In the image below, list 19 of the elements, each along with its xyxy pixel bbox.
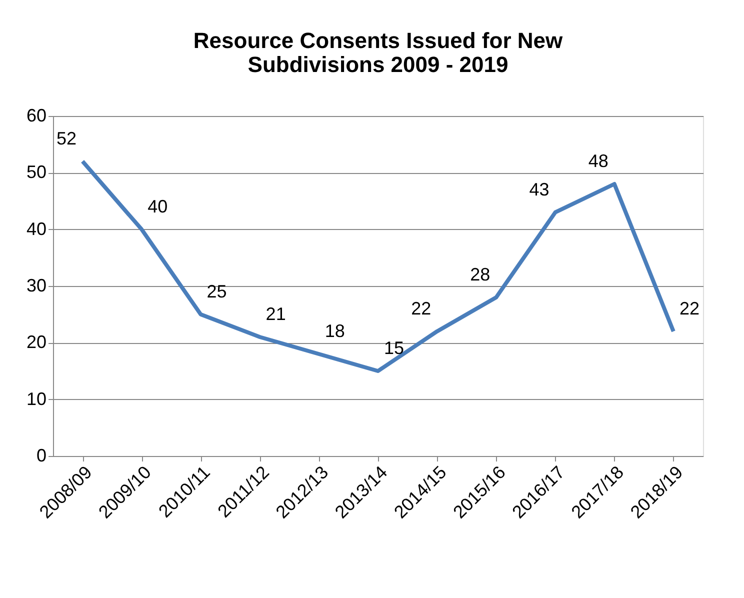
data-label: 40 bbox=[148, 196, 168, 216]
data-label: 22 bbox=[679, 298, 700, 318]
data-label: 15 bbox=[384, 338, 404, 358]
y-tick-label: 20 bbox=[26, 332, 46, 352]
y-tick-label: 0 bbox=[36, 446, 46, 466]
y-tick-label: 60 bbox=[26, 106, 46, 126]
data-label: 52 bbox=[56, 128, 77, 148]
chart-title: Resource Consents Issued for New Subdivisions 2009 - 2019 bbox=[193, 28, 564, 77]
data-label: 21 bbox=[266, 304, 286, 324]
data-label: 43 bbox=[529, 179, 550, 200]
y-tick-label: 40 bbox=[26, 218, 46, 239]
y-tick-label: 50 bbox=[26, 162, 46, 182]
y-tick-label: 30 bbox=[26, 276, 46, 296]
data-label: 48 bbox=[588, 151, 608, 171]
data-label: 25 bbox=[206, 281, 227, 302]
data-label: 22 bbox=[411, 298, 432, 318]
y-tick-label: 10 bbox=[26, 388, 46, 409]
data-label: 18 bbox=[324, 321, 345, 341]
data-label: 28 bbox=[470, 264, 490, 284]
